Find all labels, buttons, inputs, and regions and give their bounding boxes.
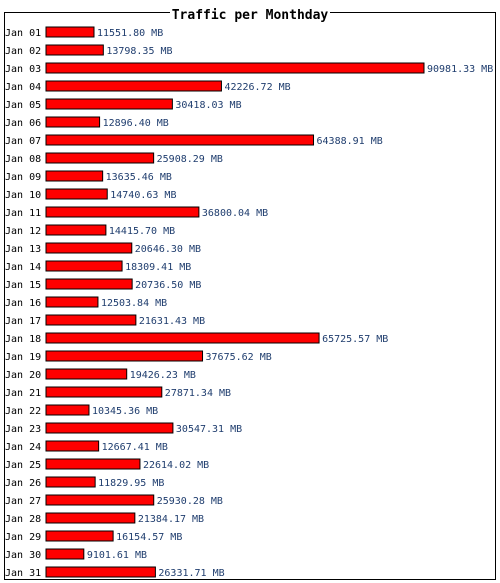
category-label: Jan 18	[5, 334, 41, 345]
value-label: 11829.95 MB	[98, 478, 164, 489]
bar	[45, 116, 101, 128]
category-label: Jan 04	[5, 82, 41, 93]
category-label: Jan 19	[5, 352, 41, 363]
bar	[45, 368, 128, 380]
bar	[45, 548, 85, 560]
value-label: 37675.62 MB	[206, 352, 272, 363]
category-label: Jan 06	[5, 118, 41, 129]
bar	[45, 62, 425, 74]
bar	[45, 26, 95, 38]
value-label: 21384.17 MB	[138, 514, 204, 525]
value-label: 27871.34 MB	[165, 388, 231, 399]
category-label: Jan 01	[5, 28, 41, 39]
category-label: Jan 21	[5, 388, 41, 399]
bar	[45, 44, 104, 56]
bar	[45, 134, 315, 146]
bar	[45, 170, 104, 182]
value-label: 19426.23 MB	[130, 370, 196, 381]
category-label: Jan 15	[5, 280, 41, 291]
value-label: 9101.61 MB	[87, 550, 147, 561]
bar	[45, 494, 155, 506]
value-label: 25930.28 MB	[157, 496, 223, 507]
bar	[45, 188, 108, 200]
value-label: 90981.33 MB	[427, 64, 493, 75]
bar	[45, 476, 96, 488]
value-label: 14740.63 MB	[110, 190, 176, 201]
category-label: Jan 13	[5, 244, 41, 255]
bar	[45, 530, 114, 542]
bar	[45, 512, 136, 524]
value-label: 10345.36 MB	[92, 406, 158, 417]
category-label: Jan 05	[5, 100, 41, 111]
category-label: Jan 07	[5, 136, 41, 147]
category-label: Jan 30	[5, 550, 41, 561]
value-label: 65725.57 MB	[322, 334, 388, 345]
value-label: 12667.41 MB	[102, 442, 168, 453]
value-label: 12503.84 MB	[101, 298, 167, 309]
bar	[45, 98, 173, 110]
category-label: Jan 08	[5, 154, 41, 165]
category-label: Jan 03	[5, 64, 41, 75]
bar	[45, 314, 137, 326]
bar	[45, 296, 99, 308]
value-label: 16154.57 MB	[116, 532, 182, 543]
value-label: 20736.50 MB	[135, 280, 201, 291]
value-label: 20646.30 MB	[135, 244, 201, 255]
value-label: 18309.41 MB	[125, 262, 191, 273]
bar	[45, 350, 204, 362]
category-label: Jan 28	[5, 514, 41, 525]
category-label: Jan 12	[5, 226, 41, 237]
category-label: Jan 27	[5, 496, 41, 507]
value-label: 42226.72 MB	[224, 82, 290, 93]
bar	[45, 242, 133, 254]
category-label: Jan 22	[5, 406, 41, 417]
category-label: Jan 26	[5, 478, 41, 489]
value-label: 11551.80 MB	[97, 28, 163, 39]
bar	[45, 404, 90, 416]
value-label: 13635.46 MB	[106, 172, 172, 183]
value-label: 64388.91 MB	[317, 136, 383, 147]
bar	[45, 278, 133, 290]
value-label: 21631.43 MB	[139, 316, 205, 327]
value-label: 22614.02 MB	[143, 460, 209, 471]
bar	[45, 206, 200, 218]
value-label: 13798.35 MB	[106, 46, 172, 57]
bar	[45, 566, 156, 578]
bar	[45, 440, 100, 452]
category-label: Jan 29	[5, 532, 41, 543]
bar	[45, 386, 163, 398]
category-label: Jan 02	[5, 46, 41, 57]
value-label: 26331.71 MB	[158, 568, 224, 579]
bar	[45, 458, 141, 470]
category-label: Jan 20	[5, 370, 41, 381]
category-label: Jan 25	[5, 460, 41, 471]
bar	[45, 332, 320, 344]
category-label: Jan 14	[5, 262, 41, 273]
value-label: 30418.03 MB	[175, 100, 241, 111]
value-label: 14415.70 MB	[109, 226, 175, 237]
category-label: Jan 10	[5, 190, 41, 201]
category-label: Jan 17	[5, 316, 41, 327]
category-label: Jan 23	[5, 424, 41, 435]
bar	[45, 152, 155, 164]
value-label: 12896.40 MB	[103, 118, 169, 129]
value-label: 36800.04 MB	[202, 208, 268, 219]
value-label: 30547.31 MB	[176, 424, 242, 435]
value-label: 25908.29 MB	[157, 154, 223, 165]
category-label: Jan 31	[5, 568, 41, 579]
bar	[45, 422, 174, 434]
category-label: Jan 16	[5, 298, 41, 309]
category-label: Jan 09	[5, 172, 41, 183]
bar	[45, 224, 107, 236]
category-label: Jan 11	[5, 208, 41, 219]
bar	[45, 260, 123, 272]
category-label: Jan 24	[5, 442, 41, 453]
bar	[45, 80, 222, 92]
